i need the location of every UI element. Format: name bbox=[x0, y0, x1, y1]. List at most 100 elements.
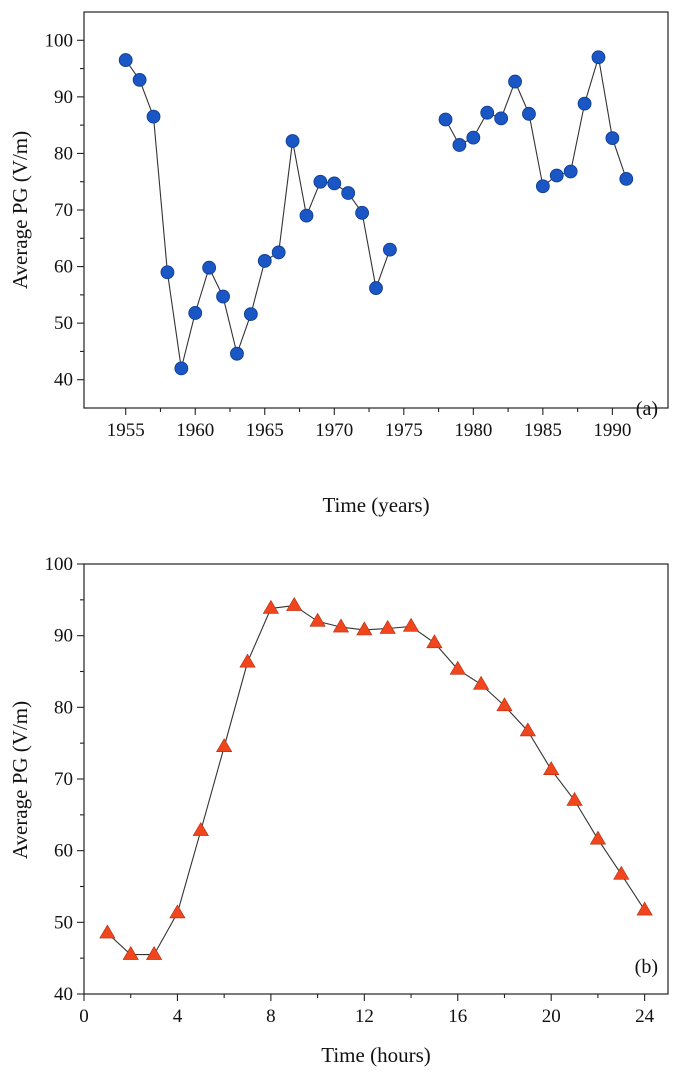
data-point-b bbox=[239, 653, 256, 668]
y-tick-label-a: 100 bbox=[45, 30, 74, 51]
data-point-a bbox=[118, 53, 133, 67]
y-tick-label-a: 80 bbox=[54, 143, 73, 164]
data-point-b bbox=[99, 924, 116, 939]
data-point-a bbox=[466, 130, 481, 145]
plot-frame-b bbox=[83, 563, 669, 995]
x-tick-label-b: 8 bbox=[266, 1006, 276, 1027]
x-tick-label-b: 4 bbox=[173, 1006, 183, 1027]
y-tick-label-b: 100 bbox=[45, 554, 74, 575]
data-point-b bbox=[402, 617, 420, 632]
series-points-b bbox=[99, 596, 653, 960]
data-point-b bbox=[519, 722, 536, 737]
data-point-b bbox=[216, 738, 233, 753]
x-tick-label-b: 16 bbox=[448, 1006, 467, 1027]
data-point-b bbox=[379, 619, 396, 634]
y-tick-label-a: 90 bbox=[54, 87, 73, 108]
data-point-a bbox=[257, 254, 272, 268]
data-point-b bbox=[543, 761, 560, 775]
data-point-a bbox=[341, 186, 356, 200]
data-point-a bbox=[605, 131, 620, 146]
x-tick-label-b: 0 bbox=[79, 1006, 89, 1027]
x-tick-label-b: 12 bbox=[355, 1006, 374, 1027]
data-point-a bbox=[230, 346, 244, 361]
data-point-a bbox=[243, 307, 258, 321]
x-tick-label-a: 1955 bbox=[107, 420, 145, 441]
data-point-b bbox=[309, 612, 326, 627]
x-axis-title-b: Time (hours) bbox=[321, 1043, 430, 1067]
series-line-b-0 bbox=[107, 605, 646, 956]
panel-label-b: (b) bbox=[635, 956, 658, 978]
data-point-b bbox=[332, 618, 350, 633]
x-tick-label-a: 1965 bbox=[246, 420, 284, 441]
data-point-a bbox=[146, 109, 161, 124]
x-tick-label-a: 1990 bbox=[593, 420, 631, 441]
data-point-a bbox=[480, 105, 495, 120]
data-point-a bbox=[522, 106, 536, 121]
data-point-b bbox=[192, 822, 209, 836]
data-point-a bbox=[313, 174, 328, 189]
y-tick-label-b: 70 bbox=[54, 769, 73, 790]
x-tick-label-b: 20 bbox=[542, 1006, 561, 1027]
data-point-b bbox=[566, 791, 583, 806]
data-point-a bbox=[619, 171, 634, 186]
data-point-b bbox=[472, 675, 490, 690]
chart-panel-a: 1955 1960 1965 1970 1975 1980 1985 1990 40 50 60 70… bbox=[8, 11, 669, 517]
data-point-b bbox=[589, 830, 607, 845]
data-point-b bbox=[449, 660, 466, 675]
series-lines-a bbox=[125, 57, 627, 369]
series-points-a bbox=[118, 50, 634, 376]
data-point-b bbox=[496, 697, 513, 712]
data-point-a bbox=[355, 205, 369, 220]
panel-label-a: (a) bbox=[636, 398, 658, 420]
data-point-a bbox=[299, 208, 314, 223]
data-point-a bbox=[563, 164, 578, 179]
data-point-b bbox=[286, 596, 303, 611]
series-lines-b bbox=[107, 605, 646, 956]
data-point-a bbox=[535, 179, 550, 194]
data-point-b bbox=[426, 634, 443, 649]
series-line-a-1 bbox=[445, 57, 627, 188]
y-tick-label-b: 40 bbox=[54, 984, 73, 1005]
x-axis-title-a: Time (years) bbox=[322, 493, 429, 517]
y-tick-label-b: 90 bbox=[54, 626, 73, 647]
x-tick-label-a: 1985 bbox=[524, 420, 562, 441]
data-point-a bbox=[591, 50, 606, 65]
data-point-a bbox=[285, 134, 300, 148]
axis-ticks-a: 1955 1960 1965 1970 1975 1980 1985 1990 40 50 60 70… bbox=[45, 30, 632, 441]
y-tick-label-a: 60 bbox=[54, 257, 73, 278]
y-tick-label-b: 50 bbox=[54, 912, 73, 933]
series-line-a-0 bbox=[125, 59, 391, 369]
data-point-a bbox=[271, 245, 286, 260]
data-point-a bbox=[549, 168, 564, 183]
data-point-a bbox=[508, 74, 522, 89]
data-point-b bbox=[122, 945, 139, 960]
plot-frame-a bbox=[83, 11, 669, 409]
data-point-b bbox=[613, 865, 630, 880]
y-tick-label-b: 60 bbox=[54, 841, 73, 862]
y-tick-label-a: 40 bbox=[54, 370, 73, 391]
data-point-a bbox=[494, 111, 509, 126]
y-tick-label-a: 70 bbox=[54, 200, 73, 221]
data-point-a bbox=[369, 281, 383, 295]
data-point-a bbox=[216, 289, 230, 304]
x-tick-label-a: 1980 bbox=[454, 420, 492, 441]
x-tick-label-a: 1975 bbox=[385, 420, 423, 441]
y-tick-label-a: 50 bbox=[54, 313, 73, 334]
data-point-a bbox=[383, 242, 397, 257]
data-point-a bbox=[438, 112, 453, 127]
data-point-b bbox=[145, 945, 163, 960]
x-tick-label-b: 24 bbox=[635, 1006, 655, 1027]
y-axis-title-b: Average PG (V/m) bbox=[8, 701, 32, 859]
data-point-a bbox=[327, 176, 342, 191]
y-axis-title-a: Average PG (V/m) bbox=[8, 131, 32, 289]
data-point-a bbox=[174, 361, 189, 376]
x-tick-label-a: 1970 bbox=[315, 420, 353, 441]
axis-ticks-b: 0 4 8 12 16 20 24 40 50 60 70 80 90 100 bbox=[45, 554, 655, 1027]
data-point-b bbox=[356, 621, 373, 636]
data-point-a bbox=[188, 306, 203, 320]
data-point-a bbox=[202, 260, 217, 275]
data-point-b bbox=[169, 904, 186, 919]
y-tick-label-b: 80 bbox=[54, 697, 73, 718]
